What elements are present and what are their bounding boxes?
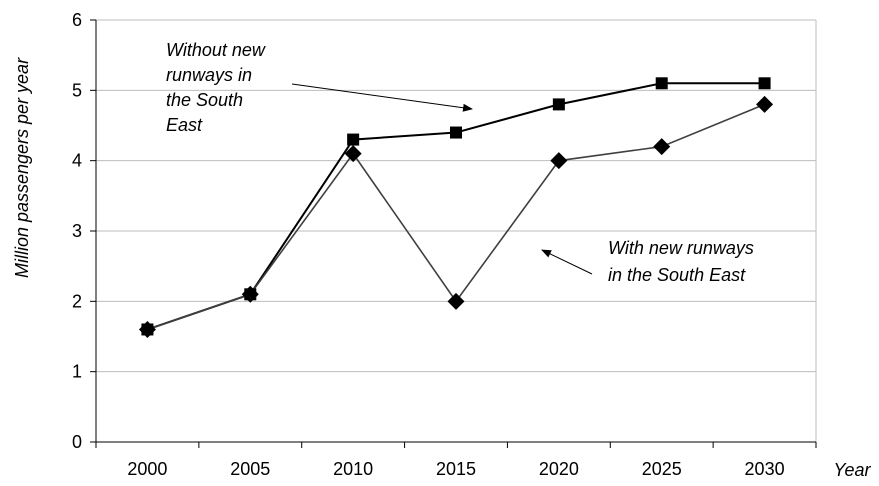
series-1-marker: [550, 152, 568, 170]
annotation-0-text: East: [166, 115, 203, 135]
annotation-0-text: runways in: [166, 65, 252, 85]
series-1-marker: [756, 95, 774, 113]
series-0-marker: [552, 98, 565, 111]
series-line-0: [147, 82, 765, 331]
x-axis-title: Year: [833, 460, 871, 480]
series-0-marker: [347, 133, 360, 146]
x-tick-label: 2015: [436, 459, 476, 479]
series-group: [147, 82, 765, 331]
gridlines: [96, 19, 816, 373]
y-tick-label: 5: [72, 80, 82, 100]
series-0-marker: [758, 77, 771, 90]
y-tick-label: 1: [72, 362, 82, 382]
series-1-marker: [447, 292, 465, 310]
annotations-group: Without new runways in the South East With n…: [166, 40, 754, 285]
y-axis-title: Million passengers per year: [12, 57, 32, 278]
x-tick-label: 2030: [745, 459, 785, 479]
series-0-marker: [141, 323, 154, 336]
y-tick-label: 4: [72, 151, 82, 171]
series-0-marker: [244, 288, 257, 301]
series-0-marker: [450, 126, 462, 139]
annotation-1-arrow: [541, 249, 593, 275]
markers-group: [138, 77, 774, 338]
labels-group: Million passengers per year Year 0 1 2 3 4 5 6…: [12, 10, 872, 480]
annotation-0-text: the South: [166, 90, 243, 110]
series-1-marker: [653, 138, 671, 156]
axes: [90, 19, 817, 448]
annotation-1-text: in the South East: [608, 265, 746, 285]
series-0-marker: [655, 77, 668, 90]
x-tick-label: 2000: [127, 459, 167, 479]
x-tick-label: 2020: [539, 459, 579, 479]
annotation-1-text: With new runways: [608, 238, 754, 258]
annotation-0-text: Without new: [166, 40, 266, 60]
y-tick-label: 3: [72, 221, 82, 241]
series-1-marker: [344, 145, 362, 163]
x-tick-label: 2025: [642, 459, 682, 479]
y-tick-label: 0: [72, 432, 82, 452]
annotation-0-arrow: [291, 83, 473, 112]
x-tick-label: 2005: [230, 459, 270, 479]
x-tick-label: 2010: [333, 459, 373, 479]
y-tick-label: 2: [72, 291, 82, 311]
y-tick-label: 6: [72, 10, 82, 30]
